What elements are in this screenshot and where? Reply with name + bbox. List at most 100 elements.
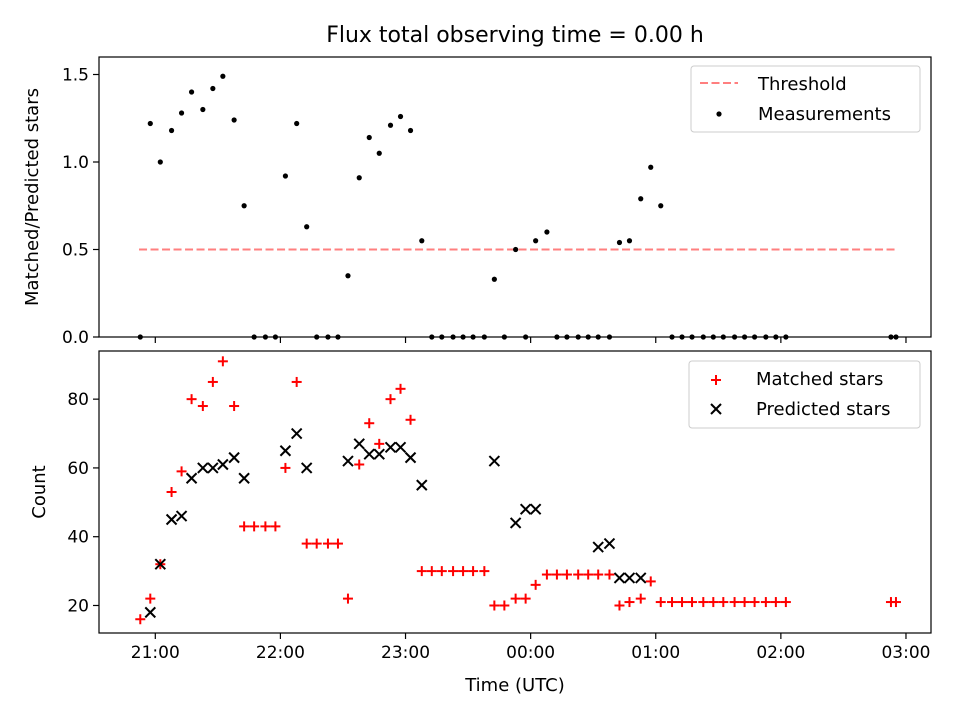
matched-star-point — [708, 597, 719, 608]
matched-star-point — [677, 597, 688, 608]
predicted-star-point — [613, 572, 626, 584]
predicted-star-point — [592, 541, 604, 553]
matched-star-point — [561, 569, 572, 580]
legend-matched-label: Matched stars — [756, 369, 883, 390]
bottom-xtick-label: 22:00 — [256, 643, 305, 663]
bottom-xtick-label: 03:00 — [881, 643, 930, 663]
matched-star-point — [301, 538, 312, 549]
predicted-star-point — [197, 462, 209, 474]
predicted-star-point — [144, 606, 157, 619]
matched-legend-marker — [711, 375, 721, 385]
measurement-point — [157, 159, 163, 165]
predicted-star-point — [175, 510, 188, 522]
predicted-star-point — [279, 445, 292, 457]
bottom-plot-area — [135, 356, 901, 625]
matched-star-point — [374, 438, 385, 449]
legend-threshold-label: Threshold — [757, 74, 847, 95]
measurement-point — [366, 134, 372, 141]
matched-star-point — [311, 538, 322, 549]
matched-star-point — [479, 566, 490, 577]
matched-star-point — [342, 593, 353, 604]
measurement-point — [200, 106, 206, 113]
matched-star-point — [385, 394, 396, 405]
measurement-point — [419, 238, 425, 244]
top-y-axis-label: Matched/Predicted stars — [22, 88, 43, 306]
matched-star-point — [186, 394, 197, 405]
matched-star-point — [770, 597, 781, 608]
matched-star-point — [645, 576, 656, 587]
top-ytick-label: 1.0 — [62, 153, 89, 173]
measurement-point — [376, 150, 382, 156]
matched-star-point — [260, 521, 271, 532]
matched-star-point — [635, 593, 646, 604]
matched-star-point — [291, 376, 302, 387]
predicted-star-point — [228, 451, 240, 464]
matched-star-point — [510, 593, 521, 604]
x-axis-label: Time (UTC) — [464, 675, 565, 696]
top-legend-frame — [690, 65, 921, 133]
measurement-point — [294, 120, 300, 127]
matched-star-point — [499, 600, 510, 611]
predicted-star-point — [635, 572, 647, 584]
bottom-y-axis: 20 40 60 80 — [67, 390, 99, 616]
matched-star-point — [729, 597, 740, 608]
measurement-point — [168, 127, 175, 134]
matched-star-point — [426, 566, 437, 577]
top-ytick-label: 0.0 — [62, 328, 89, 348]
matched-star-point — [322, 538, 333, 549]
matched-star-point — [176, 466, 187, 477]
measurement-point — [491, 276, 497, 282]
matched-star-point — [145, 593, 156, 604]
matched-star-point — [698, 597, 709, 608]
measurement-point — [210, 85, 216, 92]
top-legend: Threshold Measurements — [690, 65, 921, 133]
measurements-legend-marker — [716, 111, 722, 117]
matched-star-point — [551, 569, 562, 580]
matched-star-point — [229, 401, 240, 412]
predicted-legend-marker — [710, 403, 722, 415]
measurement-point — [356, 175, 362, 181]
bottom-legend-frame — [688, 360, 921, 429]
measurement-point — [188, 89, 195, 95]
predicted-star-point — [207, 462, 219, 474]
measurement-point — [241, 203, 247, 209]
measurement-point — [387, 122, 394, 128]
predicted-star-point — [603, 537, 616, 550]
matched-star-point — [760, 597, 771, 608]
predicted-star-point — [384, 441, 397, 453]
measurement-point — [304, 224, 310, 230]
matched-star-point — [718, 597, 729, 608]
matched-star-point — [416, 566, 427, 577]
top-panel: Flux total observing time = 0.00 h 0.00.… — [22, 23, 932, 348]
bottom-xtick-label: 01:00 — [631, 643, 680, 663]
predicted-star-point — [353, 438, 365, 450]
bottom-ytick-label: 20 — [67, 596, 89, 616]
matched-star-point — [280, 462, 291, 473]
matched-star-point — [270, 521, 281, 532]
matched-star-point — [332, 538, 343, 549]
matched-star-point — [207, 376, 218, 387]
top-x-axis — [154, 337, 907, 343]
predicted-star-point — [529, 503, 542, 515]
matched-star-point — [239, 521, 250, 532]
matched-star-point — [573, 569, 584, 580]
bottom-y-axis-label: Count — [29, 465, 50, 518]
top-y-axis: 0.0 0.5 1.0 1.5 — [62, 66, 99, 348]
matched-star-point — [655, 597, 666, 608]
bottom-panel: 20 40 60 80 21:00 22:00 23:00 00:00 01:00 02:00 0… — [29, 350, 932, 696]
bottom-xtick-label: 23:00 — [381, 643, 430, 663]
matched-star-point — [395, 383, 406, 394]
top-ytick-label: 0.5 — [62, 241, 89, 261]
predicted-star-point — [394, 441, 407, 453]
chart-title: Flux total observing time = 0.00 h — [326, 23, 704, 48]
predicted-star-point — [519, 503, 532, 515]
measurement-point — [533, 238, 539, 244]
matched-star-point — [364, 418, 375, 429]
matched-star-point — [739, 597, 750, 608]
measurement-point — [345, 273, 351, 279]
predicted-star-point — [154, 558, 167, 570]
matched-star-point — [354, 459, 365, 470]
measurement-point — [638, 196, 644, 202]
top-ytick-label: 1.5 — [62, 66, 89, 86]
matched-star-point — [436, 566, 447, 577]
